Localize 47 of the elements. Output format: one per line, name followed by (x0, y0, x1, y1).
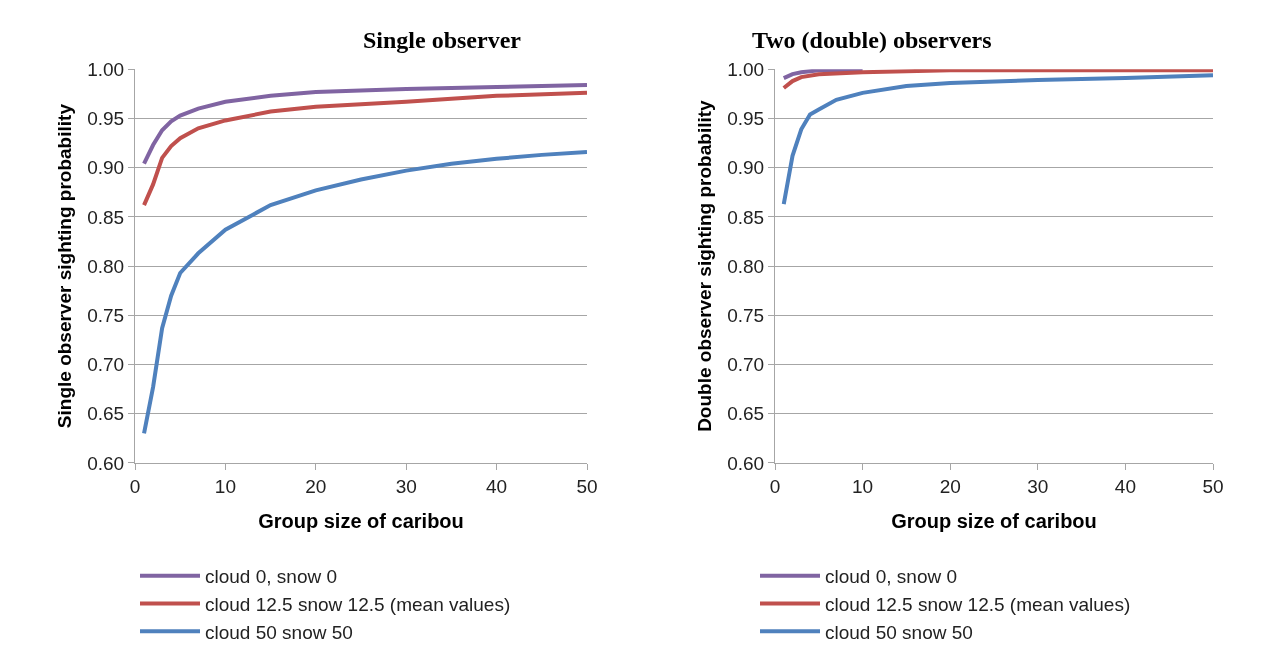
y-tick-label: 0.95 (727, 108, 765, 130)
x-tick-label: 0 (769, 475, 781, 497)
legend-label: cloud 0, snow 0 (825, 566, 958, 588)
x-tick-label: 40 (486, 475, 508, 497)
x-tick-label: 30 (395, 475, 417, 497)
x-tick-label: 0 (129, 475, 141, 497)
x-tick-label: 20 (305, 475, 327, 497)
legend-label: cloud 12.5 snow 12.5 (mean values) (205, 593, 511, 615)
y-tick-label: 0.90 (727, 157, 765, 179)
line-series (142, 83, 587, 166)
x-axis-title: Group size of caribou (891, 510, 1097, 533)
y-tick-label: 1.00 (87, 58, 125, 80)
x-tick-label: 30 (1027, 475, 1049, 497)
legend-label: cloud 12.5 snow 12.5 (mean values) (825, 593, 1131, 615)
y-tick-label: 0.60 (727, 452, 765, 474)
y-tick-label: 0.95 (87, 108, 125, 130)
x-axis-title: Group size of caribou (258, 510, 464, 533)
x-tick-label: 10 (852, 475, 874, 497)
y-axis-title: Single observer sighting probability (54, 103, 76, 429)
chart-title: Two (double) observers (752, 27, 992, 53)
x-tick-label: 40 (1114, 475, 1136, 497)
line-series (142, 149, 587, 436)
y-tick-label: 1.00 (727, 58, 765, 80)
legend-label: cloud 0, snow 0 (205, 566, 338, 588)
line-series (781, 73, 1213, 207)
y-tick-label: 0.85 (727, 206, 765, 228)
y-tick-label: 0.75 (727, 304, 765, 326)
y-tick-label: 0.80 (727, 255, 765, 277)
line-series (142, 90, 587, 208)
y-tick-label: 0.75 (87, 304, 125, 326)
legend-label: cloud 50 snow 50 (205, 621, 353, 643)
y-tick-label: 0.65 (87, 403, 125, 425)
y-tick-label: 0.65 (727, 403, 765, 425)
x-tick-label: 20 (939, 475, 961, 497)
y-tick-label: 0.70 (727, 354, 765, 376)
x-tick-label: 50 (576, 475, 598, 497)
chart-title: Single observer (363, 27, 522, 53)
y-tick-label: 0.60 (87, 452, 125, 474)
y-tick-label: 0.90 (87, 157, 125, 179)
legend-label: cloud 50 snow 50 (825, 621, 973, 643)
line-series (781, 69, 1213, 90)
x-tick-label: 50 (1202, 475, 1224, 497)
y-tick-label: 0.85 (87, 206, 125, 228)
x-tick-label: 10 (214, 475, 236, 497)
y-axis-title: Double observer sighting probability (694, 99, 716, 432)
y-tick-label: 0.70 (87, 354, 125, 376)
y-tick-label: 0.80 (87, 255, 125, 277)
